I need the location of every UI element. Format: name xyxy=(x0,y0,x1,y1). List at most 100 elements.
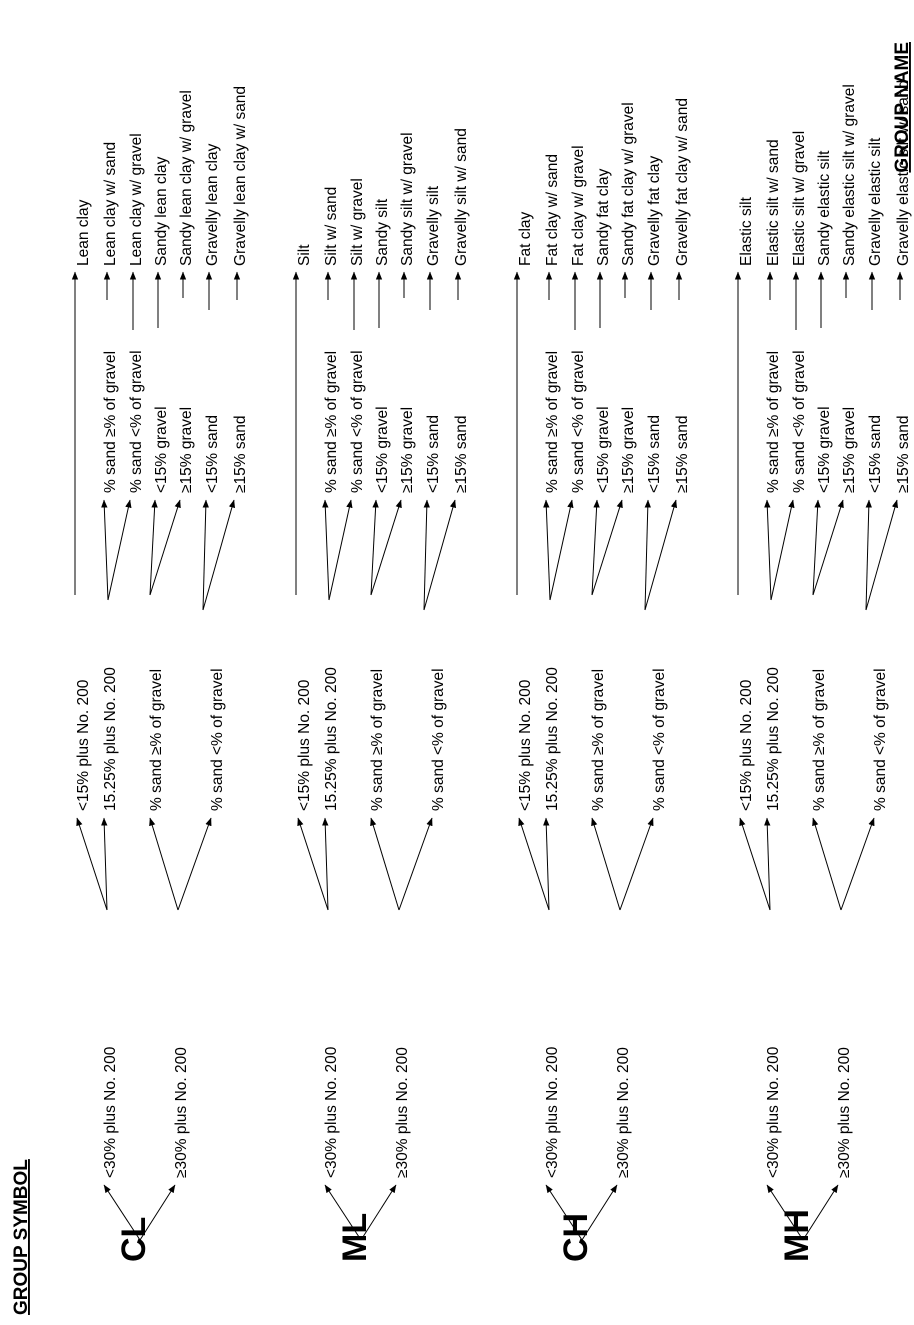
criteria-sand-lt-gravel: % sand <% of gravel xyxy=(128,350,145,493)
branch-arrow xyxy=(370,499,402,596)
group-name: Gravelly fat clay w/ sand xyxy=(674,98,691,266)
criteria-ge30: ≥30% plus No. 200 xyxy=(836,1047,853,1178)
criteria-lt15-sand: <15% sand xyxy=(867,415,884,493)
criteria-lt30: <30% plus No. 200 xyxy=(323,1046,340,1178)
criteria-lt15-sand: <15% sand xyxy=(646,415,663,493)
group-trees: CL <30% plus No. 200 ≥30% plus No. 200 <15%… xyxy=(71,80,912,1262)
branch-arrow xyxy=(739,817,771,911)
branch-arrow xyxy=(149,499,181,596)
criteria-ge15-gravel: ≥15% gravel xyxy=(841,407,858,493)
criteria-ge15-sand: ≥15% sand xyxy=(674,416,691,493)
criteria-sand-ge-gravel: % sand ≥% of gravel xyxy=(102,351,119,493)
group-name: Sandy silt xyxy=(374,198,391,266)
group-name: Gravelly elastic silt w/ sand xyxy=(895,80,912,266)
branch-arrow xyxy=(812,817,842,911)
group-symbol: CL xyxy=(115,1217,153,1262)
group-name: Sandy elastic silt w/ gravel xyxy=(841,84,858,266)
group-symbol: MH xyxy=(778,1209,816,1262)
criteria-lt15-gravel: <15% gravel xyxy=(595,406,612,493)
criteria-ge15-gravel: ≥15% gravel xyxy=(620,407,637,493)
criteria-sand-lt-gravel: % sand <% of gravel xyxy=(570,350,587,493)
branch-arrow xyxy=(149,499,158,596)
criteria-sand-lt-gravel: % sand <% of gravel xyxy=(791,350,808,493)
criteria-15-25: 15.25% plus No. 200 xyxy=(102,667,119,811)
group-symbol: CH xyxy=(557,1213,595,1262)
branch-arrow xyxy=(802,1184,839,1241)
criteria-lt15: <15% plus No. 200 xyxy=(296,679,313,811)
criteria-ge15-gravel: ≥15% gravel xyxy=(178,407,195,493)
group-name: Fat clay w/ gravel xyxy=(570,145,587,266)
group-name: Lean clay w/ sand xyxy=(102,142,119,266)
branch-arrow xyxy=(139,1184,176,1241)
criteria-ge15-sand: ≥15% sand xyxy=(232,416,249,493)
group-cl: CL <30% plus No. 200 ≥30% plus No. 200 <15%… xyxy=(71,86,249,1262)
group-name: Fat clay w/ sand xyxy=(544,154,561,266)
branch-arrow xyxy=(812,499,844,596)
criteria-sand-ge-gravel: % sand ≥% of gravel xyxy=(765,351,782,493)
branch-arrow xyxy=(103,1184,141,1241)
criteria-sand-lt-gravel: % sand <% of gravel xyxy=(430,668,447,811)
group-name: Silt w/ gravel xyxy=(349,178,366,266)
criteria-15-25: 15.25% plus No. 200 xyxy=(544,667,561,811)
group-name: Silt xyxy=(296,244,313,266)
branch-arrow xyxy=(591,499,600,596)
branch-arrow xyxy=(398,817,433,911)
group-name: Sandy fat clay w/ gravel xyxy=(620,102,637,266)
branch-arrow xyxy=(423,499,457,611)
criteria-15-25: 15.25% plus No. 200 xyxy=(323,667,340,811)
branch-arrow xyxy=(370,817,400,911)
criteria-ge15-sand: ≥15% sand xyxy=(895,416,912,493)
branch-arrow xyxy=(591,499,623,596)
criteria-lt30: <30% plus No. 200 xyxy=(544,1046,561,1178)
group-name: Gravelly elastic silt xyxy=(867,137,884,266)
branch-arrow xyxy=(644,499,651,611)
branch-arrow xyxy=(149,817,179,911)
branch-arrow xyxy=(423,499,430,611)
criteria-sand-ge-gravel: % sand ≥% of gravel xyxy=(544,351,561,493)
group-symbol: ML xyxy=(336,1213,374,1262)
criteria-lt15: <15% plus No. 200 xyxy=(738,679,755,811)
group-name: Sandy lean clay w/ gravel xyxy=(178,90,195,266)
group-name: Gravelly silt w/ sand xyxy=(453,128,470,266)
criteria-ge30: ≥30% plus No. 200 xyxy=(173,1047,190,1178)
branch-arrow xyxy=(770,499,795,601)
criteria-sand-ge-gravel: % sand ≥% of gravel xyxy=(148,669,165,811)
group-symbol-header: GROUP SYMBOL xyxy=(11,1159,32,1315)
branch-arrow xyxy=(766,1184,804,1241)
group-name: Sandy silt w/ gravel xyxy=(399,132,416,266)
branch-arrow xyxy=(644,499,678,611)
branch-arrow xyxy=(76,817,108,911)
branch-arrow xyxy=(619,817,654,911)
group-name: Gravelly silt xyxy=(425,185,442,266)
branch-arrow xyxy=(370,499,379,596)
branch-arrow xyxy=(764,499,772,601)
criteria-lt15-sand: <15% sand xyxy=(425,415,442,493)
branch-arrow xyxy=(297,817,329,911)
criteria-lt15: <15% plus No. 200 xyxy=(75,679,92,811)
branch-arrow xyxy=(543,817,550,911)
criteria-sand-lt-gravel: % sand <% of gravel xyxy=(651,668,668,811)
group-name: Elastic silt w/ gravel xyxy=(791,131,808,266)
branch-arrow xyxy=(322,499,330,601)
group-name: Elastic silt xyxy=(738,196,755,266)
criteria-ge30: ≥30% plus No. 200 xyxy=(615,1047,632,1178)
criteria-lt15-gravel: <15% gravel xyxy=(816,406,833,493)
group-mh: MH <30% plus No. 200 ≥30% plus No. 200 <15%… xyxy=(734,80,912,1262)
criteria-lt15: <15% plus No. 200 xyxy=(517,679,534,811)
criteria-ge15-sand: ≥15% sand xyxy=(453,416,470,493)
criteria-lt30: <30% plus No. 200 xyxy=(765,1046,782,1178)
criteria-ge15-gravel: ≥15% gravel xyxy=(399,407,416,493)
branch-arrow xyxy=(202,499,236,611)
group-name: Elastic silt w/ sand xyxy=(765,139,782,266)
group-name: Fat clay xyxy=(517,211,534,266)
criteria-sand-lt-gravel: % sand <% of gravel xyxy=(209,668,226,811)
group-name: Sandy fat clay xyxy=(595,168,612,266)
criteria-lt30: <30% plus No. 200 xyxy=(102,1046,119,1178)
criteria-sand-lt-gravel: % sand <% of gravel xyxy=(872,668,889,811)
criteria-sand-ge-gravel: % sand ≥% of gravel xyxy=(811,669,828,811)
criteria-sand-lt-gravel: % sand <% of gravel xyxy=(349,350,366,493)
branch-arrow xyxy=(177,817,212,911)
group-name: Sandy elastic silt xyxy=(816,150,833,266)
branch-arrow xyxy=(812,499,821,596)
